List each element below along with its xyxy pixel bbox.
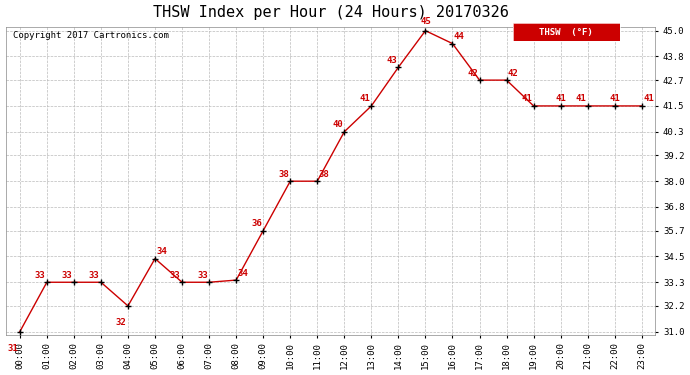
Text: 41: 41 xyxy=(359,94,370,104)
Text: 34: 34 xyxy=(237,268,248,278)
Text: 44: 44 xyxy=(454,32,464,41)
Text: 32: 32 xyxy=(116,318,127,327)
Text: 38: 38 xyxy=(319,170,329,178)
Text: 36: 36 xyxy=(251,219,262,228)
Text: 33: 33 xyxy=(170,271,181,280)
Text: 41: 41 xyxy=(643,94,654,104)
Text: 33: 33 xyxy=(197,271,208,280)
Text: 38: 38 xyxy=(278,170,289,178)
Text: 31: 31 xyxy=(8,344,19,352)
Text: Copyright 2017 Cartronics.com: Copyright 2017 Cartronics.com xyxy=(13,30,168,39)
Text: 42: 42 xyxy=(508,69,519,78)
Text: 33: 33 xyxy=(34,271,46,280)
Text: 42: 42 xyxy=(467,69,478,78)
Text: 34: 34 xyxy=(157,247,167,256)
Text: 43: 43 xyxy=(386,56,397,64)
Text: 33: 33 xyxy=(62,271,72,280)
Text: 41: 41 xyxy=(609,94,620,104)
Text: 41: 41 xyxy=(575,94,586,104)
Text: 45: 45 xyxy=(420,17,431,26)
Text: 41: 41 xyxy=(522,94,532,104)
Title: THSW Index per Hour (24 Hours) 20170326: THSW Index per Hour (24 Hours) 20170326 xyxy=(153,5,509,20)
Text: 40: 40 xyxy=(332,120,343,129)
Text: 33: 33 xyxy=(89,271,99,280)
Text: 41: 41 xyxy=(555,94,566,104)
